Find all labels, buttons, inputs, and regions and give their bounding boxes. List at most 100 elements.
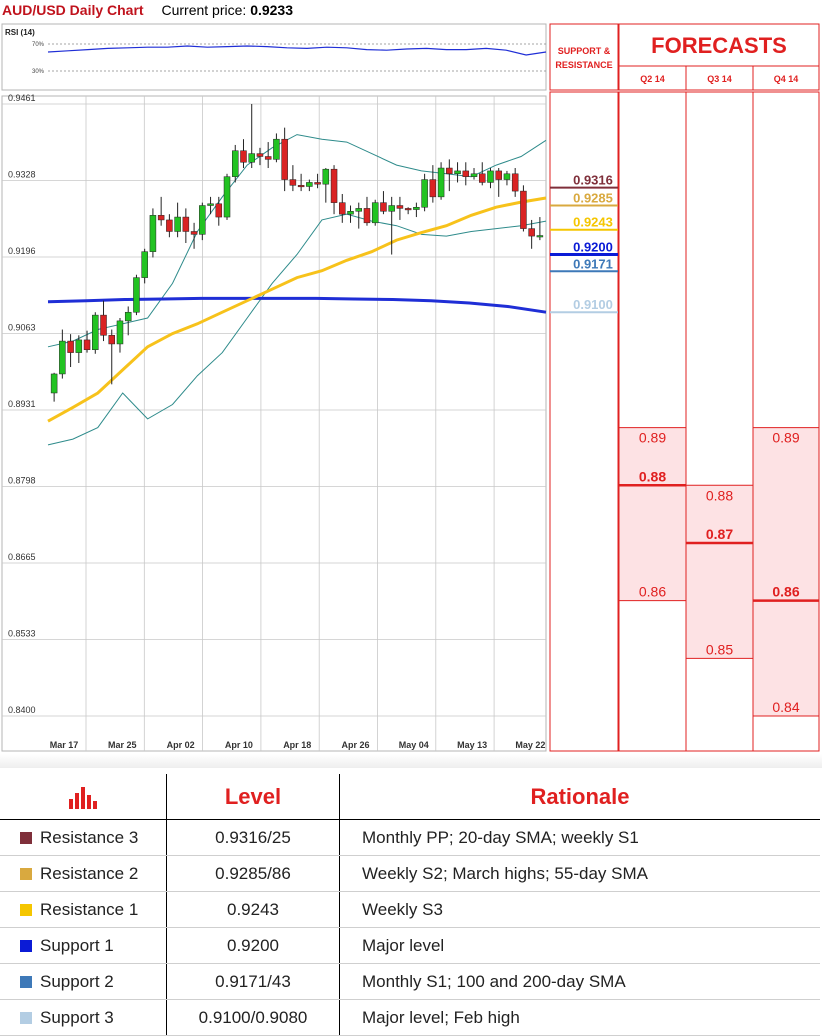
candle [133,274,140,316]
candle [108,329,115,385]
candle [50,372,58,402]
level-value: 0.9171 [573,256,613,271]
support-resistance-panel: SUPPORT & RESISTANCE 0.93160.92850.92430… [549,23,619,752]
chart-header: AUD/USD Daily Chart Current price: 0.923… [2,0,293,20]
forecast-column: Q4 14 0.89 0.86 0.84 [752,65,820,752]
row-rationale: Weekly S2; March highs; 55-day SMA [339,855,820,892]
level-marker: 0.9285 [550,191,618,207]
row-rationale: Monthly S1; 100 and 200-day SMA [339,963,820,1000]
rsi-line [47,45,547,56]
level-marker: 0.9200 [550,240,618,257]
x-tick-label: Apr 26 [341,740,369,750]
y-tick-label: 0.9063 [8,323,36,333]
candle [59,329,66,379]
level-value: 0.9243 [573,215,613,230]
table-row: Support 2 0.9171/43 Monthly S1; 100 and … [0,963,820,1000]
candle [149,208,157,258]
row-level: 0.9285/86 [166,855,340,892]
row-level: 0.9171/43 [166,963,340,1000]
level-marker: 0.9243 [550,215,618,231]
chart-title: AUD/USD Daily Chart [2,2,144,18]
x-tick-label: Apr 02 [167,740,195,750]
candle [380,191,387,215]
resistance-1-swatch [20,903,32,916]
candle [388,196,395,255]
candle [190,222,198,249]
candle [495,168,502,197]
candle [429,165,437,203]
y-tick-label: 0.8665 [8,552,36,562]
forecast-range [619,427,686,601]
support-resistance-label-line2: RESISTANCE [555,60,612,70]
rsi-panel: RSI (14) 70% 30% [1,23,547,91]
x-tick-label: Mar 17 [50,740,79,750]
y-tick-label: 0.8798 [8,476,36,486]
candle [141,248,148,284]
support-2-swatch [20,975,32,988]
x-tick-label: Apr 18 [283,740,311,750]
resistance-2-swatch [20,867,32,880]
row-rationale: Major level [339,927,820,964]
candle [232,144,239,183]
candle [437,162,445,200]
current-price-value: 0.9233 [250,2,294,18]
forecasts-title: FORECASTS [651,33,787,58]
price-panel: 0.9461 0.9328 0.9196 0.9063 0.8931 0.8798 0.86… [1,93,553,752]
bollinger-lower-band [47,213,547,446]
quarter-label: Q2 14 [640,74,665,84]
candle [520,185,527,232]
row-name: Support 2 [40,971,114,991]
candle [470,168,478,180]
row-name: Resistance 2 [40,863,139,883]
forecast-range [686,485,753,659]
rsi-lower-label: 30% [32,69,45,75]
candle [223,173,231,220]
row-rationale: Major level; Feb high [339,999,820,1036]
forecast-column: Q2 14 0.89 0.88 0.86 [618,65,687,752]
forecast-mid: 0.87 [706,526,733,542]
table-row: Support 3 0.9100/0.9080 Major level; Feb… [0,999,820,1036]
y-tick-label: 0.8533 [8,629,36,639]
table-row: Resistance 2 0.9285/86 Weekly S2; March … [0,855,820,892]
candle [446,159,453,192]
price-chart-area: RSI (14) 70% 30% 0.9461 0.9328 0.9196 0.906… [1,23,820,752]
candle [83,330,91,353]
level-marker: 0.9316 [550,173,618,189]
candle [314,173,321,189]
candle [199,202,206,241]
support-3-swatch [20,1011,32,1024]
candle [166,214,173,238]
level-marker: 0.9171 [550,256,618,273]
row-level: 0.9100/0.9080 [166,999,340,1036]
candle [116,317,124,353]
candle [281,127,288,192]
candle [273,133,280,163]
x-tick-label: May 04 [399,740,429,750]
row-name: Support 1 [40,935,114,955]
forecast-low: 0.84 [772,699,799,715]
x-axis-ticks: Mar 17 Mar 25 Apr 02 Apr 10 Apr 18 Apr 26 May … [50,740,546,750]
quarter-label: Q4 14 [774,74,799,84]
candle [363,196,371,226]
x-tick-label: May 13 [457,740,487,750]
support-1-swatch [20,939,32,952]
candle [289,165,297,192]
forecast-range [753,427,819,716]
row-name: Support 3 [40,1007,114,1027]
candle [396,196,404,220]
level-marker: 0.9100 [550,297,618,314]
row-level: 0.9200 [166,927,340,964]
x-tick-label: May 22 [515,740,545,750]
candle [479,162,486,186]
candle [75,335,83,363]
y-axis-ticks: 0.9461 0.9328 0.9196 0.9063 0.8931 0.8798 0.86… [8,93,36,715]
forecast-low: 0.85 [706,641,733,657]
row-level: 0.9243 [166,891,340,928]
candle [182,208,190,244]
row-level: 0.9316/25 [166,819,340,856]
level-value: 0.9285 [573,191,613,206]
quarter-label: Q3 14 [707,74,732,84]
candle [503,170,511,186]
